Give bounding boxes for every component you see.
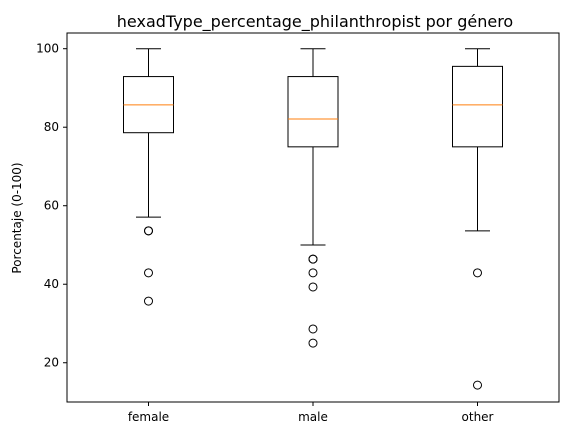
y-axis: 20 40 60 80 100 [36,42,67,370]
y-axis-label: Porcentaje (0-100) [10,162,24,273]
box-group-female [123,48,174,306]
y-tick-label: 100 [36,42,59,56]
outlier-point [144,296,153,306]
x-axis: female male other [128,402,494,424]
outlier-point [308,338,318,348]
box-group-other [452,48,503,390]
outlier-point [308,268,318,278]
outlier-point [144,226,153,236]
box-iqr [452,65,503,148]
x-tick-label-female: female [128,410,169,424]
y-tick-label: 60 [44,199,59,213]
box-iqr [287,76,339,148]
outlier-point [473,268,482,278]
outlier-point [308,254,318,264]
y-tick-label: 20 [44,356,59,370]
chart-title: hexadType_percentage_philanthropist por … [117,12,513,32]
plot-area [123,48,503,390]
outlier-point [473,380,482,390]
outlier-point [308,282,318,292]
outlier-point [308,324,318,334]
x-tick-label-other: other [462,410,494,424]
outlier-point [144,268,153,278]
y-tick-label: 40 [44,277,59,291]
y-tick-label: 80 [44,120,59,134]
box-group-male [287,48,339,348]
x-tick-label-male: male [298,410,328,424]
